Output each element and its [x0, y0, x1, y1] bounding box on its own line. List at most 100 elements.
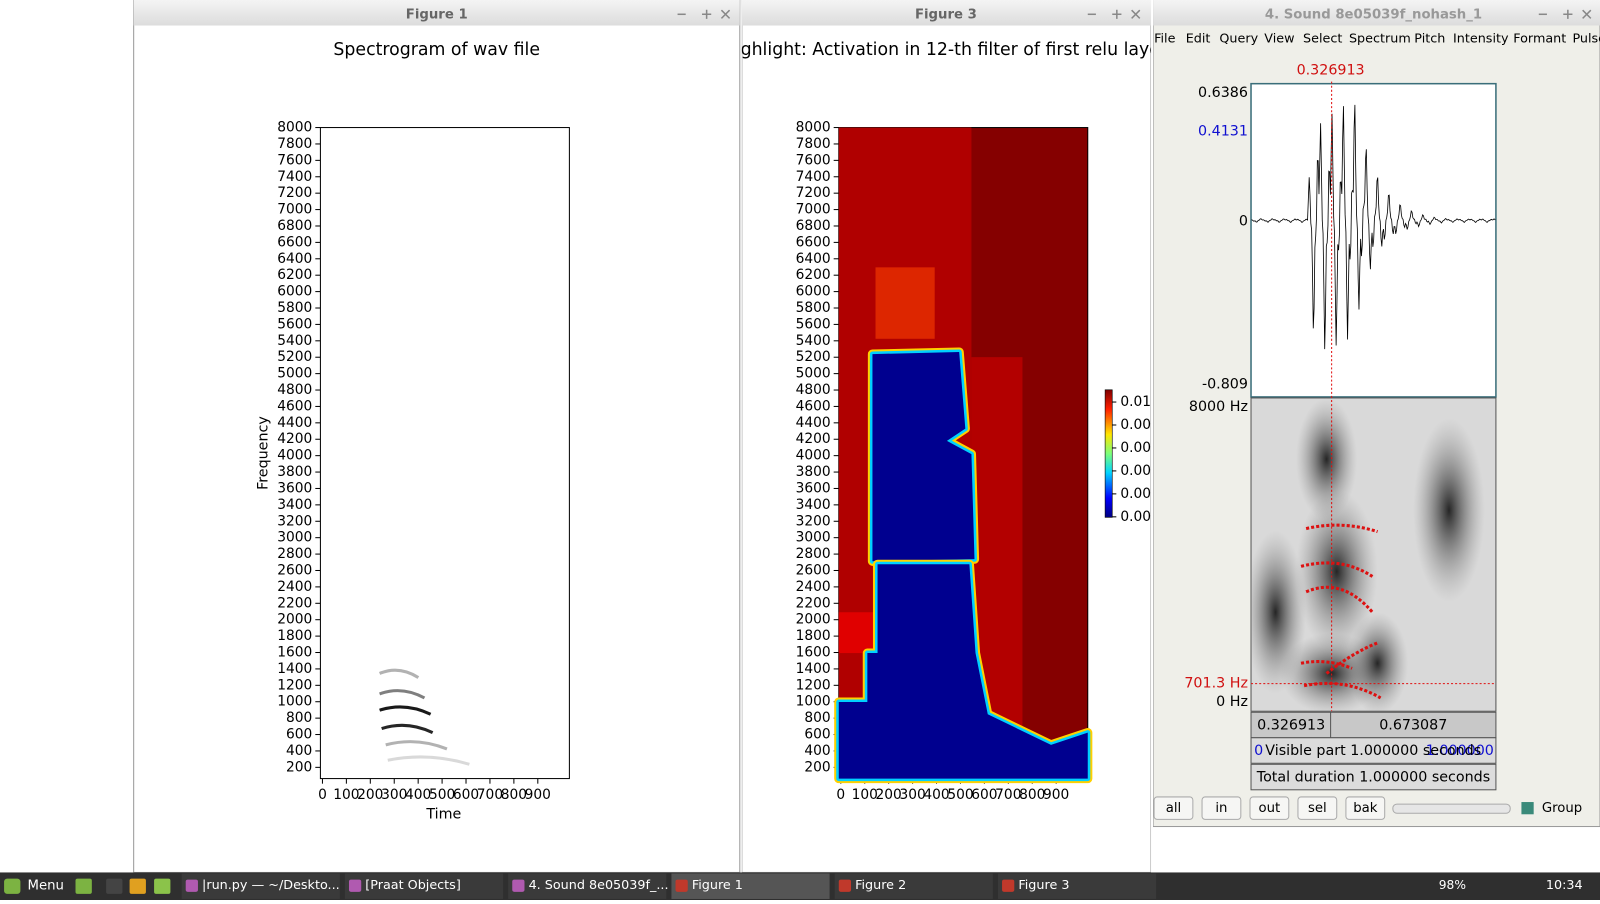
task-label[interactable]: Figure 2: [855, 878, 906, 893]
task-button[interactable]: [834, 873, 993, 899]
zoom-button-label[interactable]: in: [1215, 801, 1227, 816]
menu-button[interactable]: Menu: [28, 879, 64, 894]
x-tick-label: 0: [318, 787, 327, 803]
colorbar-tick-label: 0.00: [1120, 486, 1151, 502]
title-bar: [741, 0, 1152, 26]
y-tick-label: 3800: [796, 464, 831, 480]
colorbar-tick-label: 0.00: [1120, 417, 1151, 433]
amplitude-label: 0.6386: [1198, 85, 1248, 101]
menu-item[interactable]: Intensity: [1453, 31, 1509, 46]
task-label[interactable]: Figure 3: [1018, 878, 1069, 893]
y-tick-label: 600: [804, 727, 830, 743]
y-tick-label: 2800: [796, 546, 831, 562]
spectrogram-stroke: [379, 689, 426, 700]
menu-item[interactable]: Spectrum: [1349, 31, 1411, 46]
zoom-button[interactable]: [1297, 796, 1338, 820]
x-tick-label: 200: [876, 787, 902, 803]
y-tick-label: 7400: [796, 169, 831, 185]
task-button[interactable]: [671, 873, 830, 899]
group-checkbox[interactable]: [1521, 802, 1534, 815]
figure3-window: Figure 3 Highlight: Activation in 12-th f…: [741, 0, 1152, 873]
y-tick-label: 6200: [796, 267, 831, 283]
zoom-button-label[interactable]: bak: [1353, 801, 1378, 816]
launcher-icon[interactable]: [154, 878, 171, 894]
formant-track: [1300, 561, 1374, 578]
y-tick-label: 3400: [796, 497, 831, 513]
x-tick-label: 800: [501, 787, 527, 803]
task-label[interactable]: 4. Sound 8e05039f_...: [529, 878, 669, 893]
y-tick-label: 1800: [277, 628, 312, 644]
formant-track: [1305, 523, 1379, 534]
y-tick-label: 7000: [277, 202, 312, 218]
menu-item[interactable]: File: [1154, 31, 1175, 46]
y-tick-label: 4400: [796, 415, 831, 431]
y-tick-label: 7200: [277, 185, 312, 201]
spectrogram: [1252, 397, 1485, 712]
menu-item[interactable]: Formant: [1513, 31, 1566, 46]
y-tick-label: 3600: [277, 480, 312, 496]
zoom-button[interactable]: [1249, 796, 1290, 820]
y-tick-label: 2400: [796, 579, 831, 595]
task-button[interactable]: [344, 873, 504, 899]
menu-item[interactable]: Select: [1303, 31, 1342, 46]
menu-item[interactable]: Edit: [1186, 31, 1211, 46]
y-tick-label: 7800: [277, 136, 312, 152]
zoom-button[interactable]: [1201, 796, 1242, 820]
launcher-icon[interactable]: [129, 878, 146, 894]
menu-item[interactable]: View: [1264, 31, 1294, 46]
y-tick-label: 1000: [277, 694, 312, 710]
colorbar-tick-label: 0.01: [1120, 394, 1151, 410]
x-tick-label: 900: [1043, 787, 1069, 803]
y-tick-label: 6800: [277, 218, 312, 234]
y-tick-label: 2600: [277, 562, 312, 578]
y-tick-label: 3600: [796, 480, 831, 496]
colorbar-tick-label: 0.00: [1120, 463, 1151, 479]
y-tick-label: 3000: [796, 530, 831, 546]
zoom-button[interactable]: [1153, 796, 1194, 820]
y-tick-label: 4000: [796, 448, 831, 464]
y-tick-label: 400: [286, 743, 312, 759]
scrollbar[interactable]: [1392, 803, 1511, 814]
y-tick-label: 2800: [277, 546, 312, 562]
maximize-button[interactable]: [1563, 9, 1573, 19]
maximize-button[interactable]: [702, 9, 712, 19]
x-tick-label: 100: [333, 787, 359, 803]
y-tick-label: 200: [286, 759, 312, 775]
title-bar: [1153, 0, 1600, 26]
maximize-button[interactable]: [1112, 9, 1122, 19]
close-button[interactable]: [1131, 9, 1141, 19]
menu-item[interactable]: Pitch: [1414, 31, 1445, 46]
launcher-icon[interactable]: [75, 878, 92, 894]
y-tick-label: 4400: [277, 415, 312, 431]
task-button[interactable]: [997, 873, 1157, 899]
y-tick-label: 600: [286, 727, 312, 743]
task-button[interactable]: [181, 873, 340, 899]
amplitude-label: -0.809: [1202, 377, 1248, 393]
praat-window: 4. Sound 8e05039f_nohash_1 File Edit Query V…: [1153, 0, 1600, 828]
x-tick-label: 500: [429, 787, 455, 803]
menu-item[interactable]: Pulses: [1572, 31, 1600, 46]
task-label[interactable]: [Praat Objects]: [365, 878, 461, 893]
task-label[interactable]: |run.py — ~/Deskto...: [202, 878, 340, 893]
x-tick-label: 200: [357, 787, 383, 803]
zoom-button[interactable]: [1345, 796, 1386, 820]
visible-bar: [1250, 737, 1497, 764]
menu-item[interactable]: Query: [1219, 31, 1258, 46]
amplitude-label: 0.4131: [1198, 124, 1248, 140]
launcher-icon[interactable]: [106, 878, 123, 894]
x-tick-label: 900: [525, 787, 551, 803]
y-tick-label: 5000: [277, 366, 312, 382]
task-label[interactable]: Figure 1: [692, 878, 743, 893]
spectral-energy: [1413, 418, 1485, 603]
zoom-button-label[interactable]: sel: [1308, 801, 1327, 816]
task-icon: [185, 879, 198, 892]
task-button[interactable]: [508, 873, 667, 899]
y-tick-label: 4000: [277, 448, 312, 464]
close-button[interactable]: [720, 9, 731, 19]
menu-icon[interactable]: [4, 878, 21, 894]
close-button[interactable]: [1582, 9, 1592, 19]
zoom-button-label[interactable]: all: [1166, 801, 1181, 816]
x-tick-label: 100: [852, 787, 878, 803]
zoom-button-label[interactable]: out: [1259, 801, 1281, 816]
